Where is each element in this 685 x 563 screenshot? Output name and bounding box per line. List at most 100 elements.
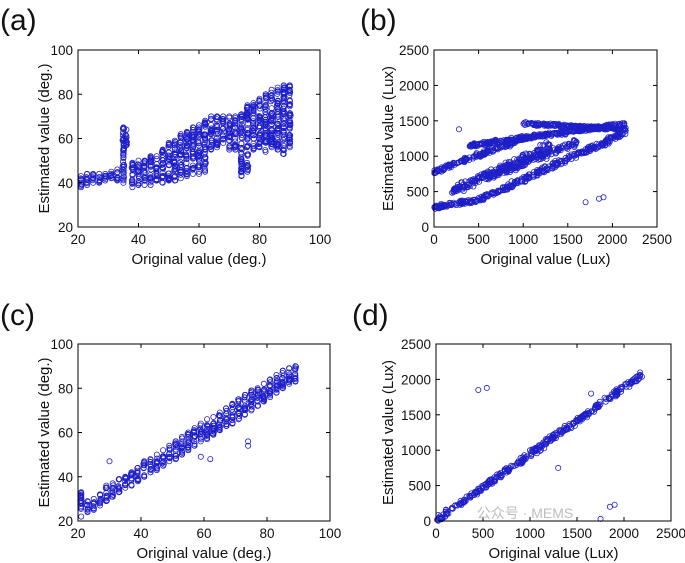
data-point: [280, 142, 287, 149]
data-point: [467, 142, 474, 149]
data-point: [584, 147, 591, 154]
data-point: [612, 126, 619, 133]
data-point: [122, 484, 129, 491]
data-point: [256, 139, 263, 146]
data-point: [159, 164, 166, 171]
data-point: [279, 378, 286, 385]
data-point: [602, 125, 609, 132]
data-point: [84, 502, 91, 509]
data-point: [464, 181, 471, 188]
data-point: [274, 137, 281, 144]
data-point: [123, 138, 130, 145]
data-point: [220, 113, 227, 120]
data-point: [250, 102, 257, 109]
data-point: [614, 391, 621, 398]
data-point: [210, 431, 217, 438]
x-tick-label: 0: [430, 232, 438, 247]
data-point: [202, 168, 209, 175]
data-point: [254, 385, 261, 392]
data-point: [286, 110, 293, 117]
data-point: [202, 145, 209, 152]
data-point: [279, 367, 286, 374]
data-point: [482, 141, 489, 148]
data-point: [114, 174, 121, 181]
data-point: [474, 177, 481, 184]
data-point: [195, 153, 202, 160]
data-point: [594, 125, 601, 132]
data-point: [558, 428, 565, 435]
markers: [77, 363, 299, 520]
data-point: [238, 166, 245, 173]
data-point: [172, 456, 179, 463]
data-point: [544, 131, 551, 138]
data-point: [171, 149, 178, 156]
data-point: [134, 478, 141, 485]
x-tick-label: 2000: [597, 232, 627, 247]
data-point: [571, 152, 578, 159]
data-point: [153, 467, 160, 474]
data-point: [637, 373, 644, 380]
data-point: [141, 157, 148, 164]
data-point: [521, 452, 528, 459]
data-point: [229, 412, 236, 419]
data-point: [527, 156, 534, 163]
data-point: [134, 464, 141, 471]
data-point: [485, 176, 492, 183]
data-point: [178, 443, 185, 450]
data-point: [147, 175, 154, 182]
data-point: [440, 165, 447, 172]
data-point: [195, 142, 202, 149]
data-point: [545, 148, 552, 155]
data-point: [177, 167, 184, 174]
data-point: [260, 380, 267, 387]
data-point: [244, 161, 251, 168]
data-point: [148, 156, 155, 163]
data-point: [160, 462, 167, 469]
data-point: [195, 138, 202, 145]
data-point: [260, 389, 267, 396]
data-point: [159, 173, 166, 180]
data-point: [232, 113, 239, 120]
data-point: [286, 134, 293, 141]
data-point: [235, 416, 242, 423]
data-point: [216, 421, 223, 428]
data-point: [268, 132, 275, 139]
data-point: [517, 160, 524, 167]
data-point: [260, 398, 267, 405]
data-point: [565, 141, 572, 148]
x-tick-label: 80: [259, 526, 274, 541]
x-axis-label: Original value (Lux): [488, 545, 618, 562]
data-point: [555, 464, 562, 471]
data-point: [165, 177, 172, 184]
data-point: [235, 396, 242, 403]
data-point: [84, 506, 91, 513]
data-point: [207, 128, 214, 135]
axes-frame: [435, 343, 672, 522]
data-point: [279, 370, 286, 377]
data-point: [191, 425, 198, 432]
data-point: [232, 121, 239, 128]
data-point: [109, 480, 116, 487]
data-point: [177, 171, 184, 178]
data-point: [241, 394, 248, 401]
y-tick-label: 80: [58, 87, 73, 102]
data-point: [229, 400, 236, 407]
data-point: [578, 149, 585, 156]
markers: [431, 119, 629, 212]
data-point: [96, 176, 103, 183]
data-point: [543, 132, 550, 139]
data-point: [480, 193, 487, 200]
y-axis-label: Estimated value (deg.): [36, 63, 53, 213]
data-point: [549, 144, 556, 151]
data-point: [274, 140, 281, 147]
data-point: [197, 453, 204, 460]
y-tick-label: 80: [58, 381, 73, 396]
data-point: [159, 173, 166, 180]
data-point: [129, 184, 136, 191]
data-point: [262, 137, 269, 144]
data-point: [183, 145, 190, 152]
data-point: [160, 453, 167, 460]
data-point: [606, 395, 613, 402]
data-point: [529, 448, 536, 455]
data-point: [172, 153, 179, 160]
